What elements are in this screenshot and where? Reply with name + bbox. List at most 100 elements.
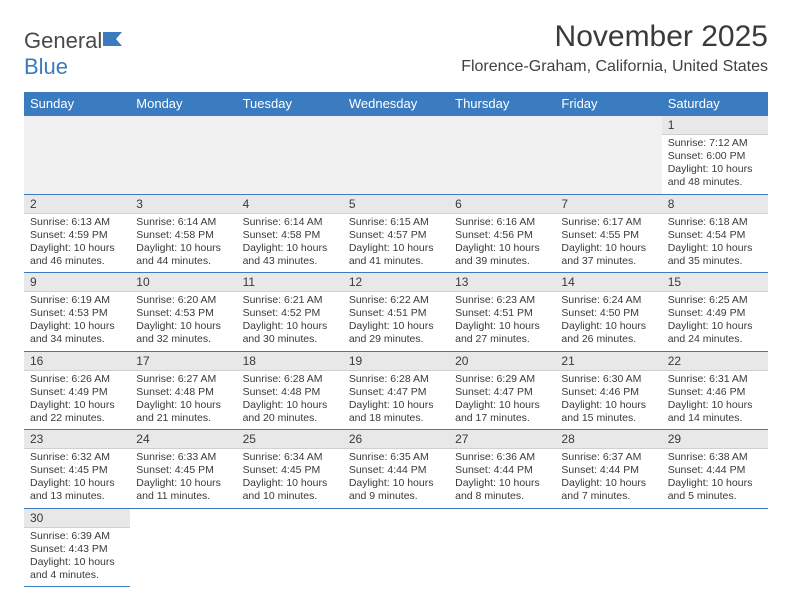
sunrise-line: Sunrise: 6:14 AM xyxy=(243,216,337,229)
sunrise-line: Sunrise: 7:12 AM xyxy=(668,137,762,150)
calendar-day: 11Sunrise: 6:21 AMSunset: 4:52 PMDayligh… xyxy=(237,273,343,352)
day-number: 3 xyxy=(130,195,236,214)
calendar-week: 30Sunrise: 6:39 AMSunset: 4:43 PMDayligh… xyxy=(24,508,768,587)
daylight-line: Daylight: 10 hours and 7 minutes. xyxy=(561,477,655,503)
sunrise-line: Sunrise: 6:18 AM xyxy=(668,216,762,229)
sunset-line: Sunset: 4:56 PM xyxy=(455,229,549,242)
daylight-line: Daylight: 10 hours and 48 minutes. xyxy=(668,163,762,189)
day-content: Sunrise: 6:35 AMSunset: 4:44 PMDaylight:… xyxy=(343,449,449,508)
calendar-day: 29Sunrise: 6:38 AMSunset: 4:44 PMDayligh… xyxy=(662,430,768,509)
day-number: 9 xyxy=(24,273,130,292)
daylight-line: Daylight: 10 hours and 44 minutes. xyxy=(136,242,230,268)
calendar-page: GeneralBlue November 2025 Florence-Graha… xyxy=(0,0,792,607)
calendar-empty xyxy=(449,116,555,195)
day-number: 24 xyxy=(130,430,236,449)
day-header: Tuesday xyxy=(237,92,343,116)
calendar-empty xyxy=(555,508,661,587)
day-number: 13 xyxy=(449,273,555,292)
sunset-line: Sunset: 4:49 PM xyxy=(30,386,124,399)
sunset-line: Sunset: 4:51 PM xyxy=(455,307,549,320)
calendar-day: 2Sunrise: 6:13 AMSunset: 4:59 PMDaylight… xyxy=(24,194,130,273)
calendar-day: 5Sunrise: 6:15 AMSunset: 4:57 PMDaylight… xyxy=(343,194,449,273)
daylight-line: Daylight: 10 hours and 14 minutes. xyxy=(668,399,762,425)
day-header: Saturday xyxy=(662,92,768,116)
daylight-line: Daylight: 10 hours and 21 minutes. xyxy=(136,399,230,425)
logo-text-1: General xyxy=(24,28,102,53)
daylight-line: Daylight: 10 hours and 11 minutes. xyxy=(136,477,230,503)
day-number: 1 xyxy=(662,116,768,135)
sunrise-line: Sunrise: 6:39 AM xyxy=(30,530,124,543)
sunset-line: Sunset: 4:53 PM xyxy=(30,307,124,320)
day-content: Sunrise: 6:26 AMSunset: 4:49 PMDaylight:… xyxy=(24,371,130,430)
day-content: Sunrise: 6:30 AMSunset: 4:46 PMDaylight:… xyxy=(555,371,661,430)
day-content: Sunrise: 6:21 AMSunset: 4:52 PMDaylight:… xyxy=(237,292,343,351)
calendar-day: 25Sunrise: 6:34 AMSunset: 4:45 PMDayligh… xyxy=(237,430,343,509)
sunset-line: Sunset: 4:44 PM xyxy=(349,464,443,477)
day-number: 22 xyxy=(662,352,768,371)
calendar-day: 20Sunrise: 6:29 AMSunset: 4:47 PMDayligh… xyxy=(449,351,555,430)
sunrise-line: Sunrise: 6:35 AM xyxy=(349,451,443,464)
sunrise-line: Sunrise: 6:28 AM xyxy=(349,373,443,386)
daylight-line: Daylight: 10 hours and 34 minutes. xyxy=(30,320,124,346)
calendar-day: 28Sunrise: 6:37 AMSunset: 4:44 PMDayligh… xyxy=(555,430,661,509)
day-header: Thursday xyxy=(449,92,555,116)
day-number: 17 xyxy=(130,352,236,371)
day-content: Sunrise: 6:31 AMSunset: 4:46 PMDaylight:… xyxy=(662,371,768,430)
day-content: Sunrise: 6:20 AMSunset: 4:53 PMDaylight:… xyxy=(130,292,236,351)
calendar-day: 3Sunrise: 6:14 AMSunset: 4:58 PMDaylight… xyxy=(130,194,236,273)
daylight-line: Daylight: 10 hours and 43 minutes. xyxy=(243,242,337,268)
calendar-day: 9Sunrise: 6:19 AMSunset: 4:53 PMDaylight… xyxy=(24,273,130,352)
calendar-day: 19Sunrise: 6:28 AMSunset: 4:47 PMDayligh… xyxy=(343,351,449,430)
title-block: November 2025 Florence-Graham, Californi… xyxy=(461,20,768,76)
sunrise-line: Sunrise: 6:25 AM xyxy=(668,294,762,307)
day-number: 19 xyxy=(343,352,449,371)
sunset-line: Sunset: 4:47 PM xyxy=(455,386,549,399)
sunrise-line: Sunrise: 6:30 AM xyxy=(561,373,655,386)
sunset-line: Sunset: 4:57 PM xyxy=(349,229,443,242)
day-content: Sunrise: 6:29 AMSunset: 4:47 PMDaylight:… xyxy=(449,371,555,430)
location: Florence-Graham, California, United Stat… xyxy=(461,58,768,76)
day-number: 18 xyxy=(237,352,343,371)
day-header: Wednesday xyxy=(343,92,449,116)
daylight-line: Daylight: 10 hours and 10 minutes. xyxy=(243,477,337,503)
day-content: Sunrise: 6:34 AMSunset: 4:45 PMDaylight:… xyxy=(237,449,343,508)
day-number: 10 xyxy=(130,273,236,292)
calendar-table: SundayMondayTuesdayWednesdayThursdayFrid… xyxy=(24,92,768,587)
daylight-line: Daylight: 10 hours and 18 minutes. xyxy=(349,399,443,425)
calendar-week: 1Sunrise: 7:12 AMSunset: 6:00 PMDaylight… xyxy=(24,116,768,195)
month-title: November 2025 xyxy=(461,20,768,54)
calendar-day: 17Sunrise: 6:27 AMSunset: 4:48 PMDayligh… xyxy=(130,351,236,430)
sunrise-line: Sunrise: 6:26 AM xyxy=(30,373,124,386)
day-number: 6 xyxy=(449,195,555,214)
calendar-week: 23Sunrise: 6:32 AMSunset: 4:45 PMDayligh… xyxy=(24,430,768,509)
calendar-empty xyxy=(343,116,449,195)
day-content: Sunrise: 6:13 AMSunset: 4:59 PMDaylight:… xyxy=(24,214,130,273)
sunrise-line: Sunrise: 6:34 AM xyxy=(243,451,337,464)
calendar-week: 16Sunrise: 6:26 AMSunset: 4:49 PMDayligh… xyxy=(24,351,768,430)
daylight-line: Daylight: 10 hours and 41 minutes. xyxy=(349,242,443,268)
daylight-line: Daylight: 10 hours and 30 minutes. xyxy=(243,320,337,346)
daylight-line: Daylight: 10 hours and 20 minutes. xyxy=(243,399,337,425)
sunset-line: Sunset: 4:50 PM xyxy=(561,307,655,320)
daylight-line: Daylight: 10 hours and 39 minutes. xyxy=(455,242,549,268)
calendar-day: 6Sunrise: 6:16 AMSunset: 4:56 PMDaylight… xyxy=(449,194,555,273)
day-content: Sunrise: 6:38 AMSunset: 4:44 PMDaylight:… xyxy=(662,449,768,508)
calendar-day: 30Sunrise: 6:39 AMSunset: 4:43 PMDayligh… xyxy=(24,508,130,587)
logo: GeneralBlue xyxy=(24,20,126,80)
calendar-day: 4Sunrise: 6:14 AMSunset: 4:58 PMDaylight… xyxy=(237,194,343,273)
day-number: 7 xyxy=(555,195,661,214)
calendar-day: 26Sunrise: 6:35 AMSunset: 4:44 PMDayligh… xyxy=(343,430,449,509)
sunrise-line: Sunrise: 6:21 AM xyxy=(243,294,337,307)
day-number: 2 xyxy=(24,195,130,214)
day-number: 23 xyxy=(24,430,130,449)
sunset-line: Sunset: 4:44 PM xyxy=(561,464,655,477)
calendar-day: 24Sunrise: 6:33 AMSunset: 4:45 PMDayligh… xyxy=(130,430,236,509)
sunrise-line: Sunrise: 6:32 AM xyxy=(30,451,124,464)
calendar-day: 18Sunrise: 6:28 AMSunset: 4:48 PMDayligh… xyxy=(237,351,343,430)
daylight-line: Daylight: 10 hours and 46 minutes. xyxy=(30,242,124,268)
sunrise-line: Sunrise: 6:37 AM xyxy=(561,451,655,464)
sunrise-line: Sunrise: 6:22 AM xyxy=(349,294,443,307)
calendar-empty xyxy=(24,116,130,195)
sunset-line: Sunset: 4:51 PM xyxy=(349,307,443,320)
day-header: Sunday xyxy=(24,92,130,116)
